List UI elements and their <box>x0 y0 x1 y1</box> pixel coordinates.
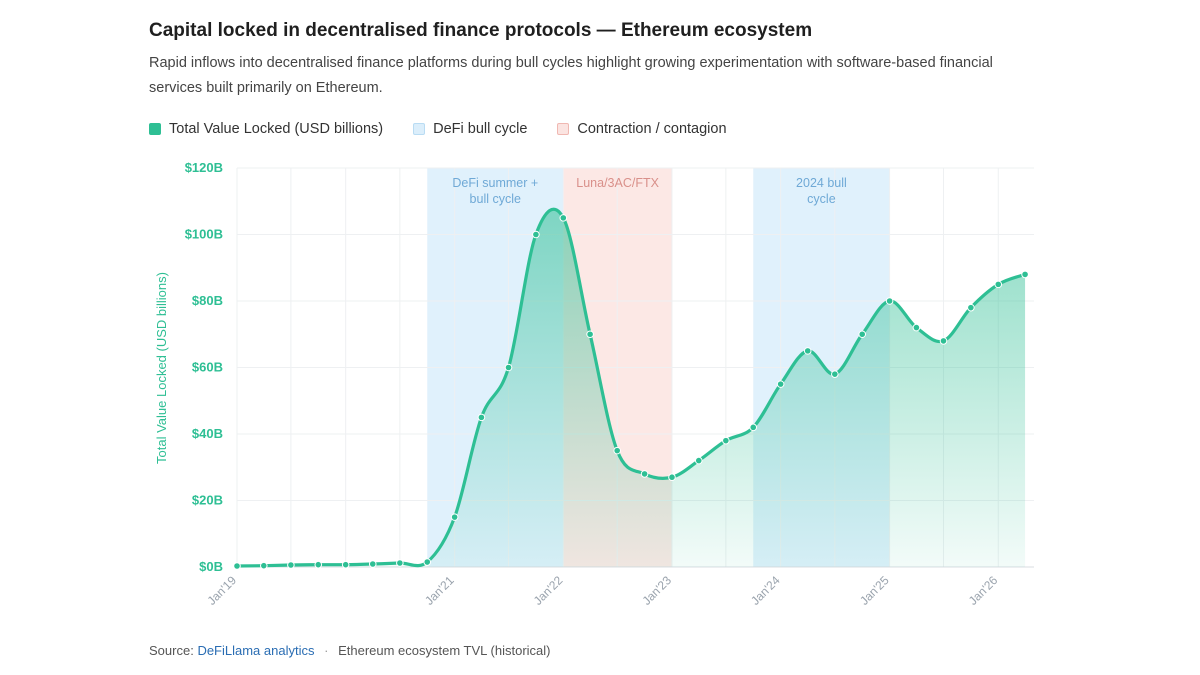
x-tick-label: Jan'19 <box>204 573 239 608</box>
legend-item-contraction: Contraction / contagion <box>557 121 727 137</box>
tvl-point <box>1021 270 1029 279</box>
x-tick-label: Jan'26 <box>966 573 1001 608</box>
legend-label-bull: DeFi bull cycle <box>433 121 528 137</box>
tvl-point <box>314 560 323 569</box>
source-line: Source: DeFiLlama analytics · Ethereum e… <box>149 643 550 658</box>
tvl-point <box>396 559 404 567</box>
tvl-point <box>776 380 785 388</box>
legend-swatch-tvl <box>149 123 161 135</box>
tvl-area <box>237 209 1026 567</box>
band-label-2: 2024 bull cycle <box>796 176 847 206</box>
legend: Total Value Locked (USD billions) DeFi b… <box>149 121 727 137</box>
legend-item-bull: DeFi bull cycle <box>413 121 527 137</box>
legend-item-tvl: Total Value Locked (USD billions) <box>149 121 383 137</box>
tvl-point <box>749 423 758 432</box>
tvl-point <box>885 297 894 305</box>
x-axis-ticks: Jan'19 Jan'21 Jan'22 Jan'23 Jan'24 Jan'25 Jan'… <box>204 573 1000 608</box>
tvl-point <box>831 370 839 378</box>
y-tick-label: $20B <box>192 493 223 508</box>
tvl-point <box>233 562 241 570</box>
tvl-series <box>233 207 1029 570</box>
legend-label-contraction: Contraction / contagion <box>577 121 727 137</box>
tvl-point <box>368 560 377 568</box>
band-labels: DeFi summer + bull cycle Luna/3AC/FTX 2024 … <box>452 176 846 206</box>
y-tick-label: $120B <box>185 160 223 175</box>
tvl-point <box>640 470 649 478</box>
band-label-line: bull cycle <box>470 192 521 206</box>
source-prefix: Source: <box>149 643 194 658</box>
chart-subtitle: Rapid inflows into decentralised finance… <box>149 55 993 96</box>
x-tick-label: Jan'23 <box>639 573 674 608</box>
y-tick-label: $80B <box>192 293 223 308</box>
source-link[interactable]: DeFiLlama analytics <box>197 643 315 658</box>
source-separator: · <box>324 643 329 658</box>
y-tick-label: $100B <box>185 227 223 242</box>
tvl-point <box>259 561 268 570</box>
x-tick-label: Jan'24 <box>748 573 783 608</box>
tvl-point <box>858 330 867 339</box>
tvl-point <box>532 230 540 239</box>
legend-swatch-contraction <box>557 123 570 135</box>
tvl-point <box>504 363 513 372</box>
tvl-point <box>613 446 621 455</box>
band-label-1: Luna/3AC/FTX <box>576 176 659 190</box>
tvl-point <box>477 413 486 422</box>
band-label-line: cycle <box>807 192 836 206</box>
y-tick-label: $40B <box>192 426 223 441</box>
x-tick-label: Jan'21 <box>422 573 457 608</box>
band-label-line: 2024 bull <box>796 176 847 190</box>
x-tick-label: Jan'25 <box>857 573 892 608</box>
y-tick-label: $60B <box>192 360 223 375</box>
tvl-point <box>450 513 459 521</box>
band-label-line: DeFi summer + <box>452 176 538 190</box>
source-note: Ethereum ecosystem TVL (historical) <box>338 643 551 658</box>
tvl-point <box>423 558 432 566</box>
tvl-point <box>341 560 350 569</box>
band-label-0: DeFi summer + bull cycle <box>452 176 538 206</box>
band-label-line: Luna/3AC/FTX <box>576 176 659 190</box>
tvl-point <box>803 347 812 355</box>
tvl-point <box>559 214 568 222</box>
tvl-point <box>287 561 295 569</box>
tvl-point <box>967 303 975 312</box>
tvl-point <box>994 280 1003 289</box>
tvl-point <box>939 337 948 345</box>
y-axis-label: Total Value Locked (USD billions) <box>154 272 169 464</box>
legend-label-tvl: Total Value Locked (USD billions) <box>169 121 384 137</box>
y-axis-ticks: $0B $20B $40B $60B $80B $100B $120B <box>185 160 223 574</box>
tvl-point <box>668 473 676 482</box>
tvl-point <box>586 330 594 339</box>
tvl-point <box>722 436 730 445</box>
tvl-point <box>694 456 703 465</box>
x-tick-label: Jan'22 <box>531 573 566 608</box>
legend-swatch-bull <box>413 123 426 135</box>
tvl-point <box>912 323 921 332</box>
chart-title: Capital locked in decentralised finance … <box>149 20 813 41</box>
y-tick-label: $0B <box>199 559 223 574</box>
